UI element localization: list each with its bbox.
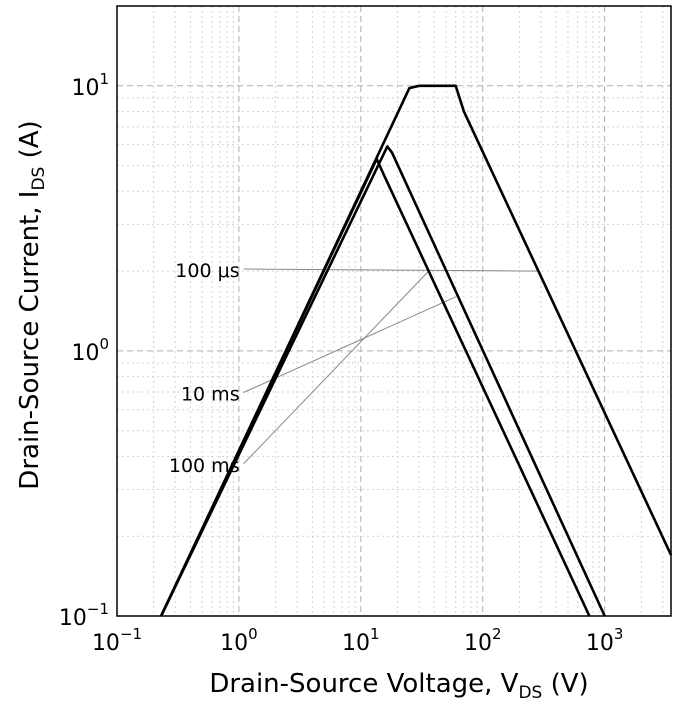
series-line — [159, 145, 606, 617]
annotation-leaders — [243, 268, 540, 465]
x-axis-title-main: Drain-Source Voltage, V — [209, 669, 518, 699]
y-tick-label: 101 — [71, 70, 109, 101]
y-axis-title-unit: (A) — [15, 120, 45, 166]
series-line — [159, 157, 591, 617]
annotation-label: 100 ms — [169, 455, 240, 477]
y-axis-title: Drain-Source Current, IDS (A) — [15, 120, 49, 489]
x-tick-label: 102 — [464, 625, 502, 656]
minor-grid — [117, 5, 671, 616]
series-curves — [159, 84, 673, 617]
annotations: 100 ms 10 ms 100 μs — [169, 260, 240, 477]
plot-frame — [116, 5, 672, 617]
y-axis-title-main: Drain-Source Current, I — [15, 191, 45, 490]
y-axis-ticks: 10−1 100 101 — [59, 70, 109, 631]
leader-line — [243, 270, 430, 465]
x-axis-title-unit: (V) — [542, 669, 588, 699]
x-tick-label: 103 — [586, 625, 624, 656]
x-tick-label: 10−1 — [92, 625, 142, 656]
y-tick-label: 100 — [71, 335, 109, 366]
y-axis-title-sub: DS — [29, 167, 49, 191]
x-axis-title-sub: DS — [518, 683, 542, 702]
x-axis-title: Drain-Source Voltage, VDS (V) — [209, 669, 588, 702]
y-tick-label: 10−1 — [59, 600, 109, 631]
annotation-label: 100 μs — [175, 260, 239, 282]
annotation-label: 10 ms — [181, 383, 240, 405]
x-axis-ticks: 10−1 100 101 102 103 — [92, 625, 624, 656]
x-tick-label: 101 — [342, 625, 380, 656]
leader-line — [243, 296, 456, 393]
x-tick-label: 100 — [220, 625, 258, 656]
leader-line — [243, 268, 540, 272]
